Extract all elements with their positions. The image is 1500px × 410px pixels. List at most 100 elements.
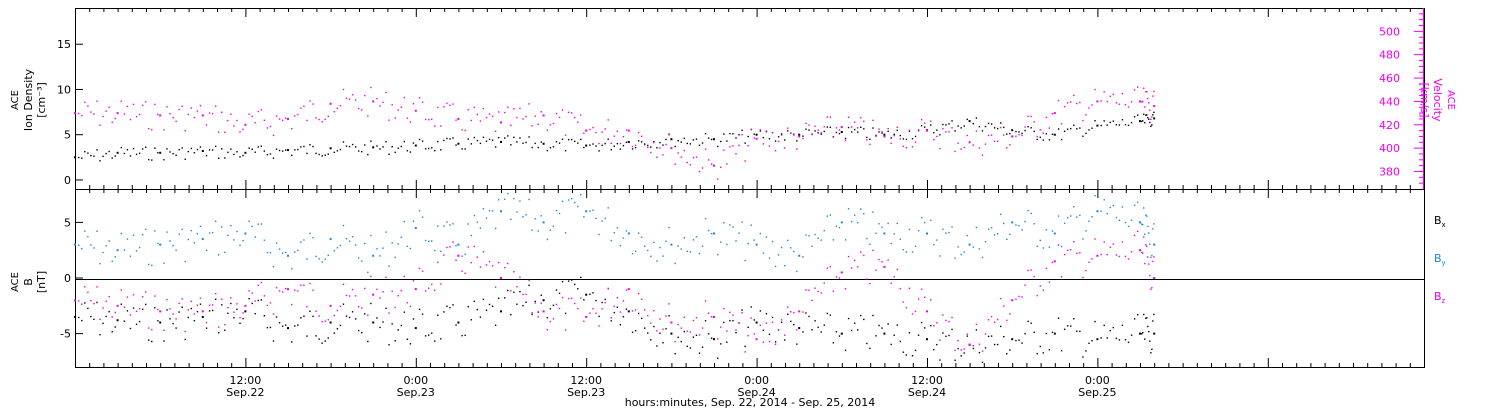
density-trace	[382, 146, 384, 148]
by-trace	[1141, 223, 1143, 225]
bx-trace	[540, 294, 542, 296]
density-trace	[844, 137, 847, 140]
bx-trace	[811, 329, 813, 331]
bx-trace	[519, 290, 521, 293]
density-trace	[692, 139, 695, 141]
bz-trace	[455, 259, 457, 262]
bz-trace	[227, 307, 229, 309]
density-trace	[872, 127, 874, 129]
bz-trace	[1147, 256, 1149, 258]
velocity-trace	[656, 156, 658, 158]
by-trace	[902, 248, 905, 251]
density-trace	[306, 152, 308, 155]
velocity-trace	[820, 132, 822, 134]
density-trace	[869, 138, 871, 141]
bx-trace	[361, 331, 363, 334]
density-trace	[303, 145, 305, 148]
bx-point	[713, 338, 715, 341]
bz-trace	[966, 333, 968, 335]
velocity-trace	[211, 112, 214, 115]
bx-trace	[169, 318, 171, 320]
density-trace	[144, 146, 147, 148]
bx-trace	[397, 329, 399, 331]
bx-trace	[838, 335, 841, 337]
bx-trace	[230, 302, 232, 305]
density-trace	[1048, 139, 1051, 141]
bz-trace	[701, 327, 704, 329]
velocity-trace	[516, 117, 518, 119]
density-trace	[111, 157, 113, 159]
by-trace	[677, 245, 679, 247]
by-point	[968, 243, 971, 246]
by-trace	[324, 258, 326, 260]
bx-trace	[817, 326, 819, 328]
velocity-trace	[291, 128, 293, 130]
velocity-trace	[954, 150, 956, 153]
bz-trace	[936, 322, 938, 324]
density-trace	[662, 144, 664, 146]
bz-trace	[875, 269, 877, 271]
by-trace	[87, 235, 89, 238]
by-trace	[1103, 199, 1105, 201]
density-trace	[981, 130, 984, 132]
bz-trace	[1152, 260, 1154, 263]
bx-trace	[491, 305, 494, 308]
density-trace	[418, 138, 421, 141]
velocity-trace	[738, 144, 740, 147]
bz-trace	[595, 312, 597, 314]
density-trace	[339, 148, 342, 151]
velocity-trace	[242, 128, 244, 131]
velocity-trace	[987, 134, 990, 137]
velocity-trace	[357, 107, 360, 110]
density-trace	[300, 146, 302, 148]
density-trace	[108, 150, 110, 153]
by-trace	[945, 232, 947, 234]
by-trace	[354, 244, 357, 246]
by-trace	[546, 238, 549, 241]
bx-trace	[1149, 340, 1151, 342]
bz-trace	[744, 351, 746, 353]
velocity-trace	[193, 116, 196, 119]
velocity-trace	[735, 153, 737, 155]
bx-trace	[379, 326, 381, 329]
density-trace	[1136, 114, 1139, 116]
by-trace	[993, 234, 996, 236]
density-trace	[972, 122, 975, 125]
bz-trace	[397, 295, 399, 297]
velocity-trace	[230, 113, 232, 115]
bx-trace	[963, 352, 965, 354]
velocity-trace	[269, 125, 272, 128]
by-trace	[631, 252, 634, 255]
velocity-trace	[592, 126, 594, 129]
bz-trace	[181, 298, 183, 300]
density-trace	[443, 139, 445, 142]
bz-trace	[315, 310, 317, 312]
bz-trace	[811, 299, 813, 302]
density-trace	[957, 125, 959, 127]
density-trace	[814, 130, 816, 132]
bz-trace	[729, 311, 731, 314]
bx-trace	[1141, 333, 1143, 335]
density-trace	[802, 135, 804, 137]
by-trace	[774, 265, 777, 268]
velocity-trace	[717, 178, 719, 180]
bx-trace	[1153, 313, 1155, 316]
bz-trace	[598, 325, 600, 327]
by-trace	[275, 242, 278, 244]
velocity-trace	[933, 138, 935, 141]
by-trace	[169, 240, 171, 242]
bx-trace	[866, 342, 868, 345]
by-trace	[860, 208, 862, 210]
density-trace	[689, 143, 692, 145]
bz-trace	[424, 290, 427, 292]
velocity-trace	[777, 140, 780, 142]
by-trace	[942, 228, 944, 230]
bx-trace	[759, 310, 762, 312]
density-trace	[659, 141, 661, 144]
density-trace	[990, 123, 993, 125]
by-trace	[260, 223, 263, 225]
by-point	[116, 249, 119, 252]
bx-trace	[978, 351, 981, 354]
by-trace	[427, 240, 430, 243]
by-trace	[412, 220, 415, 222]
